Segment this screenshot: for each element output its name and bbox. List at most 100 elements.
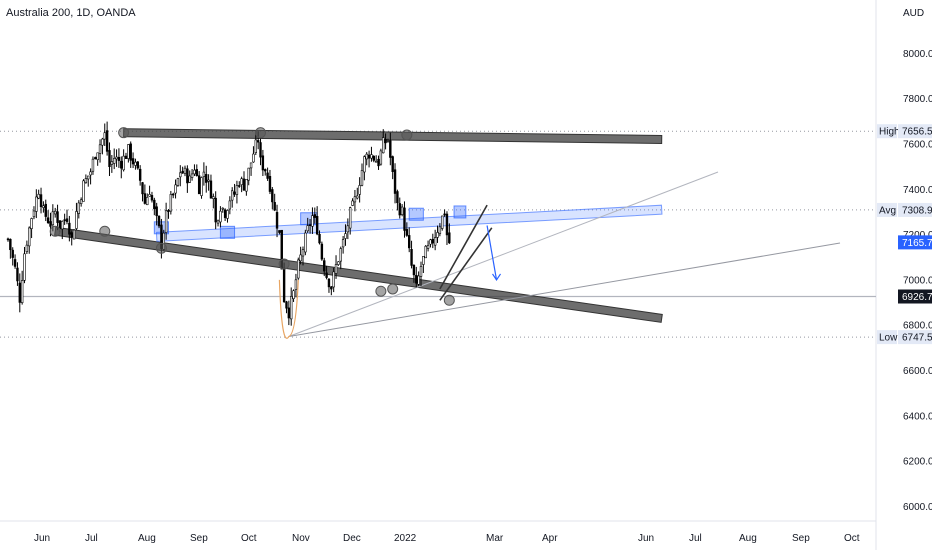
candle-body [18,282,21,303]
candle-body [84,178,88,183]
candle-body [410,249,413,266]
candle-body [138,168,142,181]
candle-body [155,206,158,217]
candle-body [405,229,409,236]
candle-body [337,261,340,265]
candle-body [186,168,189,184]
candle-body [273,202,276,211]
candle-body [20,280,24,303]
candle-body [344,233,347,239]
candle-body [37,193,40,199]
level-tag-avg: Avg [879,205,896,216]
candle-body [221,207,224,210]
x-tick-label: Oct [241,533,257,544]
candle-body [393,169,397,194]
candle-body [164,210,168,233]
candle-body [65,218,69,222]
candle-body [351,200,354,206]
candle-body [197,175,201,195]
trend-line-lower [288,242,841,338]
level-value-bg-low [898,330,932,345]
candle-body [105,130,109,152]
level-tag-bg-high [877,124,897,139]
candle-body [292,290,295,299]
candle-body [96,152,99,160]
x-tick-label: Oct [844,533,860,544]
x-tick-label: Aug [739,533,757,544]
candle-body [190,173,194,178]
candle-body [285,301,288,309]
candle-body [228,200,232,210]
pivot-marker [155,242,167,254]
candle-body [315,215,319,235]
wedge-lower-line [439,227,493,301]
candle-body [289,296,293,320]
candle-body [386,140,390,142]
candle-body [294,279,298,290]
candle-body [403,207,406,231]
candle-body [412,264,416,276]
candle-body [23,253,26,281]
candle-body [108,150,111,167]
candle-body [256,140,260,143]
forecast-arrow-head [492,273,502,281]
candle-body [131,158,135,165]
candle-body [25,244,29,252]
candle-body [110,161,114,165]
candle-body [188,175,191,183]
cup-pattern [278,279,299,339]
candle-body [214,197,217,223]
grid [0,0,877,550]
zone-box [453,205,467,219]
trend-line-upper [288,171,719,337]
candle-body [391,156,394,172]
y-tick-label: 6600.0 [903,366,932,377]
candle-body [223,209,227,218]
candle-body [39,194,43,208]
candle-body [325,272,328,278]
candle-body [94,157,97,160]
candle-body [238,185,241,187]
candle-body [396,191,399,204]
candle-body [417,275,420,285]
candle-body [46,217,50,224]
pivot-marker [401,129,413,141]
candle-body [219,210,222,223]
y-tick-label: 6400.0 [903,411,932,422]
candle-body [384,139,387,144]
candle-body [311,215,314,227]
candle-body [11,249,14,258]
level-value-avg: 7308.9 [902,205,932,216]
candle-body [332,271,335,288]
y-tick-label: 7600.0 [903,140,932,151]
candle-body [58,220,62,230]
candle-body [323,260,326,272]
x-tick-label: Jul [85,533,98,544]
candle-body [443,213,446,216]
candle-body [51,211,55,226]
candle-body [313,214,316,218]
y-tick-label: 6800.0 [903,321,932,332]
candle-body [202,171,206,178]
candle-body [129,143,132,161]
candle-body [91,158,95,172]
candle-body [271,189,274,203]
x-tick-label: Apr [542,533,558,544]
price-axis: 8000.07800.07600.07400.07200.07000.06800… [877,49,932,513]
candle-body [367,154,371,159]
candle-body [407,235,411,249]
candle-body [318,233,321,244]
candle-body [245,179,248,192]
price-tag-bg [898,289,932,304]
candle-body [363,156,366,173]
pivot-marker [49,225,61,237]
pivot-marker [255,127,267,139]
candle-body [183,167,187,174]
candle-body [275,212,279,229]
candle-body [308,224,312,226]
candle-body [400,206,404,215]
x-tick-label: Jul [689,533,702,544]
candle-body [231,190,234,201]
x-tick-label: Jun [638,533,654,544]
